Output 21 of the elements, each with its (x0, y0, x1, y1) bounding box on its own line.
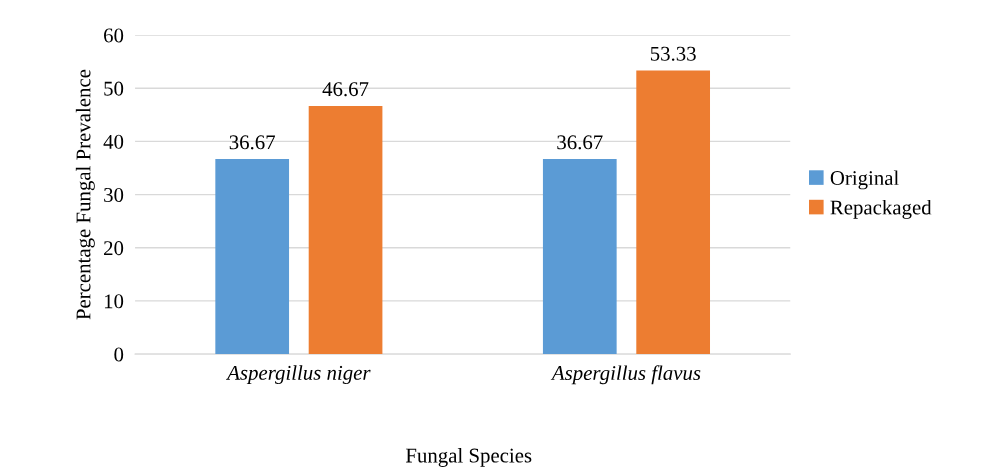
bar (308, 105, 383, 355)
y-tick-label: 30 (104, 187, 124, 203)
bar (542, 159, 617, 355)
data-label: 36.67 (557, 135, 603, 150)
y-axis-title: Percentage Fungal Prevalence (75, 69, 95, 320)
y-tick-label: 0 (114, 347, 124, 362)
data-label: 46.67 (322, 82, 369, 97)
legend-label: Repackaged (830, 199, 932, 219)
y-tick-label: 20 (104, 241, 124, 256)
y-tick-label: 40 (103, 134, 124, 149)
x-axis-title: Fungal Species (405, 447, 532, 467)
y-tick-label: 10 (104, 294, 124, 309)
bar (636, 70, 711, 355)
x-tick-label: Aspergillus niger (226, 365, 371, 385)
y-tick-label: 50 (104, 81, 124, 96)
data-label: 53.33 (650, 46, 696, 61)
x-tick-label: Aspergillus flavus (550, 365, 701, 385)
data-label: 36.67 (229, 135, 276, 150)
bar (215, 159, 290, 355)
y-tick-label: 60 (104, 28, 124, 43)
legend-label: Original (830, 170, 899, 190)
